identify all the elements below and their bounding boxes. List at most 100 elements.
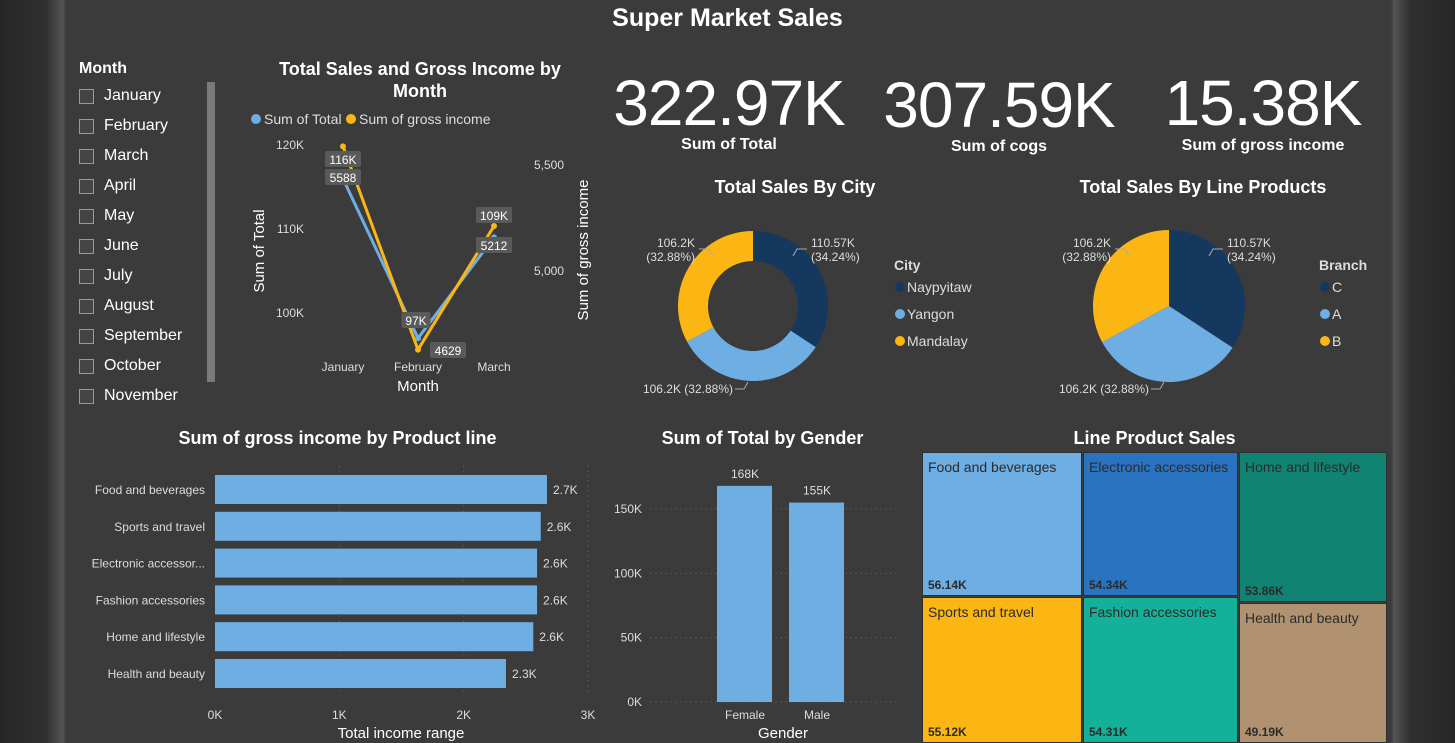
data-label: 110.57K — [1227, 236, 1271, 250]
x-tick-label: January — [322, 360, 365, 374]
legend-marker — [895, 336, 905, 346]
slicer-item-label: October — [104, 357, 161, 374]
data-point — [491, 223, 497, 230]
gender-bar-chart: 150K 100K 50K 0K 168K Female 155K Male Gender — [614, 467, 900, 742]
checkbox[interactable] — [79, 178, 94, 194]
checkbox[interactable] — [79, 268, 94, 284]
treemap-tile[interactable]: Sports and travel 55.12K — [922, 597, 1082, 743]
tile-value: 54.34K — [1089, 578, 1128, 592]
x-tick-label: 2K — [456, 708, 471, 722]
slicer-item-label: April — [104, 177, 137, 194]
tile-value: 49.19K — [1245, 725, 1284, 739]
y-tick-label: 100K — [276, 306, 304, 320]
x-tick-label: 0K — [208, 708, 223, 722]
slicer-item-october[interactable]: October — [79, 355, 161, 377]
slicer-item-august[interactable]: August — [79, 295, 154, 317]
leader-line — [1115, 248, 1130, 257]
value-label: 2.7K — [553, 483, 578, 497]
data-point — [415, 335, 421, 342]
bar — [717, 485, 772, 702]
slicer-item-july[interactable]: July — [79, 265, 132, 287]
slice-b — [1093, 230, 1169, 343]
slice-naypyitaw — [753, 231, 828, 348]
leader-line — [1151, 381, 1165, 390]
slicer-item-june[interactable]: June — [79, 235, 139, 257]
checkbox[interactable] — [79, 88, 94, 104]
bar — [215, 511, 541, 541]
kpi-cogs-label: Sum of cogs — [950, 138, 1047, 155]
treemap-tile[interactable]: Home and lifestyle 53.86K — [1239, 452, 1387, 602]
data-label: (32.88%) — [1062, 250, 1111, 264]
checkbox[interactable] — [79, 388, 94, 404]
data-point — [340, 143, 346, 150]
legend-marker — [1320, 309, 1330, 319]
data-label: (32.88%) — [646, 250, 695, 264]
category-label: Sports and travel — [114, 520, 205, 534]
checkbox[interactable] — [79, 148, 94, 164]
city-chart-title: Total Sales By City — [714, 177, 876, 197]
data-label: 106.2K (32.88%) — [1059, 382, 1149, 396]
checkbox[interactable] — [79, 328, 94, 344]
y2-axis-label: Sum of gross income — [575, 180, 592, 321]
data-label-bg — [430, 342, 466, 358]
data-label: 97K — [405, 314, 426, 328]
checkbox[interactable] — [79, 238, 94, 254]
slicer-item-january[interactable]: January — [79, 85, 161, 107]
checkbox[interactable] — [79, 118, 94, 134]
line-chart: Sum of Total Sum of gross income Sum of To… — [251, 111, 592, 395]
x-tick-label: Female — [725, 708, 765, 722]
legend-entry: A — [1332, 306, 1342, 322]
page-title: Super Market Sales — [612, 4, 843, 32]
legend-entry: Sum of Total — [264, 111, 342, 127]
slicer-item-september[interactable]: September — [79, 325, 182, 347]
legend-title: City — [894, 257, 921, 273]
slicer-item-label: September — [104, 327, 183, 344]
product-line-bar-chart: Food and beverages 2.7K Sports and travel 2… — [92, 465, 595, 742]
kpi-cogs-value: 307.59K — [883, 69, 1115, 141]
leader-line — [735, 381, 749, 390]
slicer-item-april[interactable]: April — [79, 175, 136, 197]
treemap-tile[interactable]: Food and beverages 56.14K — [922, 452, 1082, 596]
y-tick-label: 150K — [614, 502, 642, 516]
bar — [215, 548, 538, 578]
data-label: 106.2K — [657, 236, 695, 250]
value-label: 168K — [731, 467, 759, 481]
tile-value: 54.31K — [1089, 725, 1128, 739]
slicer-item-may[interactable]: May — [79, 205, 134, 227]
slicer-item-label: June — [104, 237, 139, 254]
category-label: Food and beverages — [95, 483, 205, 497]
bar — [215, 659, 506, 688]
leader-line — [1208, 248, 1223, 257]
treemap-tile[interactable]: Fashion accessories 54.31K — [1083, 597, 1238, 743]
data-label: 109K — [480, 209, 508, 223]
treemap-tile[interactable]: Electronic accessories 54.34K — [1083, 452, 1238, 596]
data-label: 4629 — [435, 344, 462, 358]
value-label: 2.6K — [543, 593, 568, 607]
slicer-item-february[interactable]: February — [79, 115, 168, 137]
checkbox[interactable] — [79, 358, 94, 374]
bar — [215, 475, 547, 504]
treemap-tile[interactable]: Health and beauty 49.19K — [1239, 603, 1387, 743]
category-label: Fashion accessories — [96, 593, 205, 607]
leader-line — [699, 248, 714, 257]
slicer-scrollbar[interactable] — [207, 82, 215, 382]
slicer-item-november[interactable]: November — [79, 385, 178, 407]
legend-entry: C — [1332, 279, 1342, 295]
bar — [215, 622, 534, 652]
data-label: 5212 — [481, 239, 508, 253]
checkbox[interactable] — [79, 208, 94, 224]
slicer-item-label: January — [104, 87, 161, 104]
checkbox[interactable] — [79, 298, 94, 314]
kpi-total-label: Sum of Total — [681, 136, 777, 153]
value-label: 155K — [803, 484, 831, 498]
y-tick-label: 0K — [627, 695, 642, 709]
data-label: 5588 — [330, 171, 357, 185]
x-axis-label: Month — [397, 378, 439, 395]
legend-marker — [1320, 336, 1330, 346]
slicer-item-march[interactable]: March — [79, 145, 148, 167]
slicer-item-label: November — [104, 387, 178, 404]
category-label: Electronic accessor... — [92, 557, 205, 571]
line-product-treemap: Food and beverages 56.14K Electronic acces… — [922, 452, 1388, 743]
bar — [789, 502, 844, 702]
